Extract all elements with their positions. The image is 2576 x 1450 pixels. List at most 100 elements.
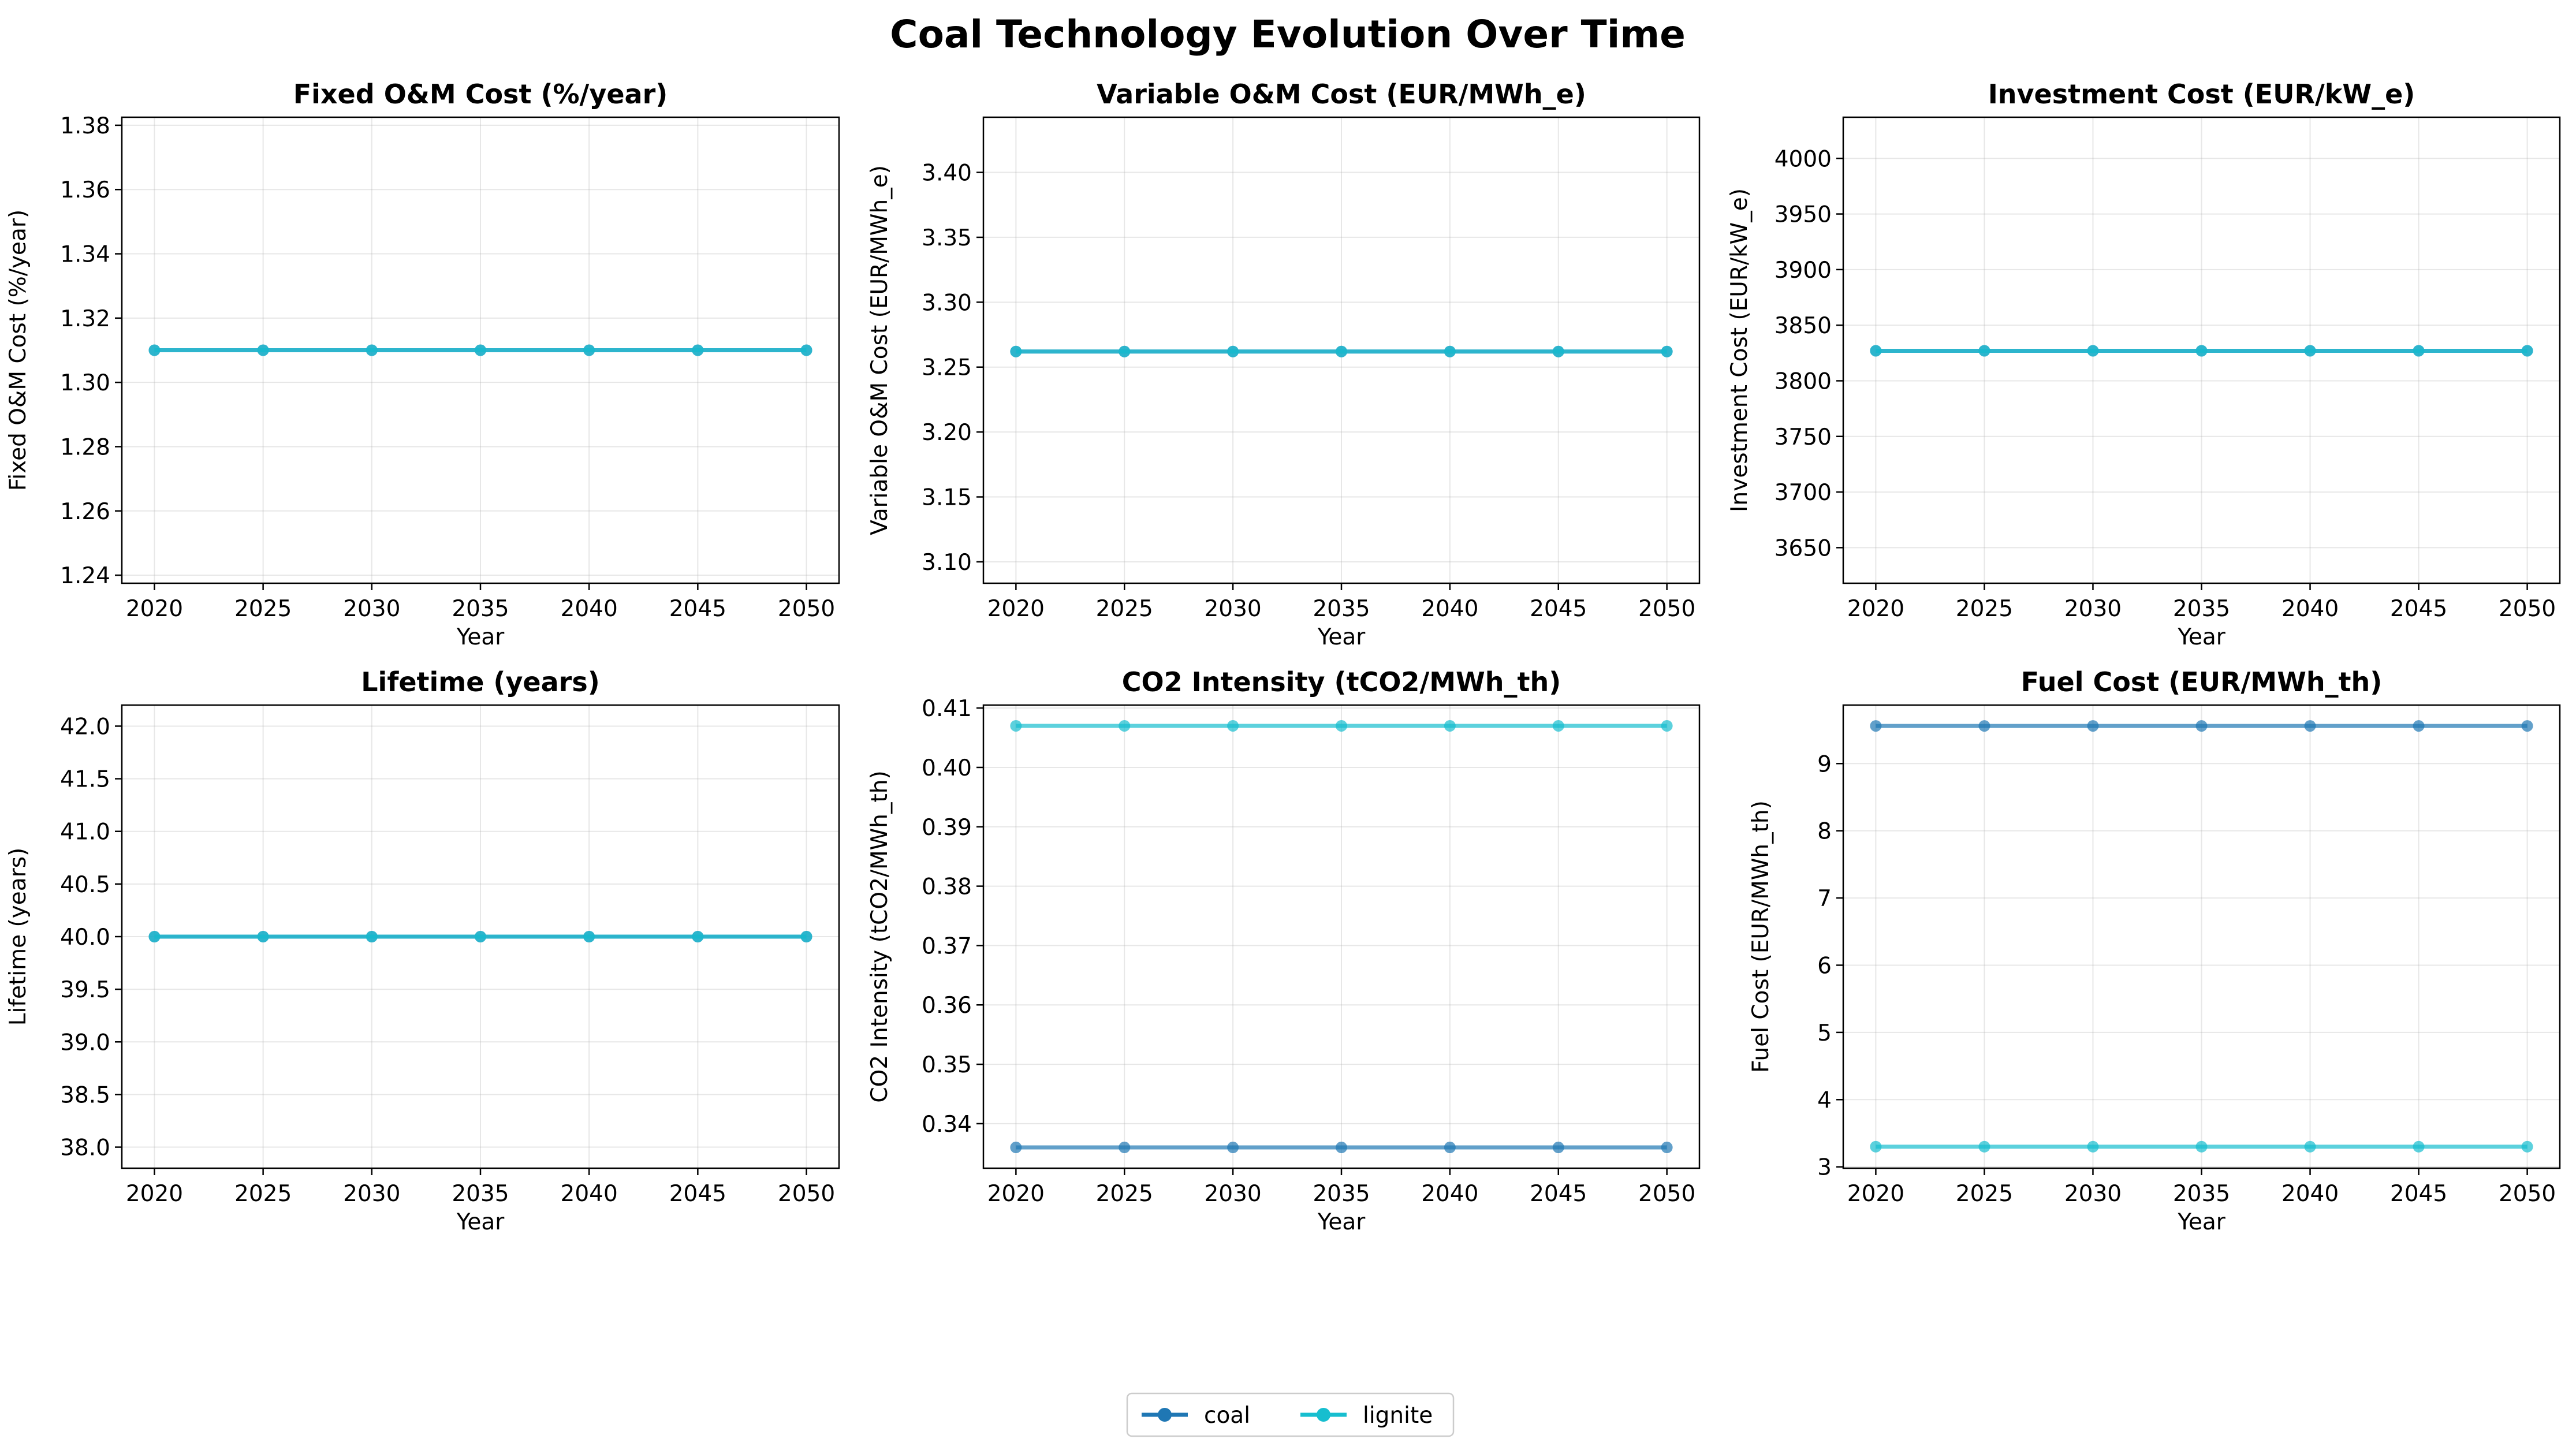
- data-point-lignite: [1870, 1140, 1882, 1153]
- x-tick-label: 2050: [778, 596, 835, 622]
- subplot-3: 2020 2025 2030 2035 2040 2045 2050 3650 3700 3750…: [1727, 79, 2561, 650]
- data-point-lignite: [257, 931, 269, 942]
- data-point-lignite: [257, 344, 269, 356]
- data-point-lignite: [2304, 345, 2316, 357]
- x-tick-label: 2030: [1204, 596, 1261, 622]
- x-tick-label: 2020: [1847, 1181, 1904, 1207]
- y-tick-label: 6: [1817, 953, 1832, 979]
- data-point-lignite: [800, 931, 812, 942]
- x-tick-label: 2020: [1847, 596, 1904, 622]
- data-point-lignite: [2304, 1140, 2316, 1153]
- y-tick-label: 40.5: [60, 872, 110, 898]
- x-tick-label: 2025: [1096, 1181, 1153, 1207]
- y-tick-label: 3.30: [922, 290, 972, 316]
- x-tick-label: 2025: [1956, 1181, 2013, 1207]
- subplot-2: 2020 2025 2030 2035 2040 2045 2050 3.10 3.15 3.20…: [867, 79, 1701, 650]
- x-tick-label: 2050: [1638, 1181, 1695, 1207]
- data-point-lignite: [800, 344, 812, 356]
- data-point-lignite: [366, 931, 378, 942]
- x-tick-label: 2050: [1638, 596, 1695, 622]
- y-tick-label: 0.36: [922, 993, 972, 1019]
- data-point-lignite: [2413, 345, 2425, 357]
- y-tick-label: 3.10: [922, 550, 972, 576]
- subplot-title: Fixed O&M Cost (%/year): [293, 79, 668, 110]
- data-point-coal: [1336, 1142, 1347, 1154]
- data-point-lignite: [1978, 1140, 1990, 1153]
- subplot-4: 2020 2025 2030 2035 2040 2045 2050 38.0 38.5 39.0…: [5, 666, 840, 1235]
- x-tick-label: 2035: [452, 1181, 509, 1207]
- data-point-coal: [1119, 1142, 1131, 1154]
- data-point-lignite: [2521, 345, 2533, 357]
- data-point-lignite: [1119, 345, 1131, 357]
- y-tick-label: 1.32: [60, 306, 110, 332]
- y-tick-label: 3900: [1775, 258, 1832, 284]
- data-point-lignite: [1661, 720, 1673, 732]
- y-tick-label: 1.30: [60, 370, 110, 396]
- x-tick-label: 2040: [2282, 596, 2339, 622]
- x-tick-label: 2045: [2390, 596, 2447, 622]
- subplot-title: Variable O&M Cost (EUR/MWh_e): [1097, 79, 1586, 110]
- y-tick-label: 0.37: [922, 933, 972, 959]
- y-tick-label: 3650: [1775, 535, 1832, 561]
- legend-marker: [1158, 1408, 1172, 1422]
- data-point-lignite: [2195, 1140, 2208, 1153]
- data-point-coal: [1227, 1142, 1239, 1154]
- data-point-coal: [1010, 1142, 1022, 1154]
- data-point-lignite: [1010, 720, 1022, 732]
- legend-marker: [1317, 1408, 1330, 1422]
- data-point-lignite: [2087, 345, 2099, 357]
- x-tick-label: 2045: [1530, 596, 1587, 622]
- y-axis-label: Fuel Cost (EUR/MWh_th): [1748, 800, 1774, 1073]
- y-tick-label: 1.38: [60, 113, 110, 139]
- data-point-lignite: [366, 344, 378, 356]
- y-tick-label: 3.25: [922, 355, 972, 381]
- data-point-lignite: [1119, 720, 1131, 732]
- data-point-lignite: [2413, 1140, 2425, 1153]
- data-point-lignite: [692, 344, 704, 356]
- x-tick-label: 2045: [669, 1181, 726, 1207]
- data-point-lignite: [148, 931, 161, 942]
- x-tick-label: 2035: [1313, 1181, 1370, 1207]
- data-point-lignite: [583, 931, 595, 942]
- data-point-lignite: [2521, 1140, 2533, 1153]
- data-point-lignite: [475, 344, 486, 356]
- subplot-title: Investment Cost (EUR/kW_e): [1988, 79, 2415, 110]
- data-point-coal: [2195, 720, 2208, 732]
- x-axis-label: Year: [2177, 1209, 2226, 1235]
- y-tick-label: 4000: [1775, 146, 1832, 172]
- y-tick-label: 3800: [1775, 368, 1832, 394]
- y-axis-label: Lifetime (years): [5, 848, 31, 1026]
- x-tick-label: 2045: [669, 596, 726, 622]
- y-tick-label: 0.38: [922, 874, 972, 900]
- x-tick-label: 2035: [452, 596, 509, 622]
- x-tick-label: 2020: [126, 596, 183, 622]
- subplot-title: Fuel Cost (EUR/MWh_th): [2021, 666, 2383, 698]
- y-tick-label: 3.40: [922, 161, 972, 187]
- y-tick-label: 1.24: [60, 563, 110, 589]
- subplot-1: 2020 2025 2030 2035 2040 2045 2050 1.24 1.26 1.28…: [5, 79, 840, 650]
- data-point-coal: [2304, 720, 2316, 732]
- y-tick-label: 41.5: [60, 767, 110, 793]
- x-tick-label: 2025: [1956, 596, 2013, 622]
- data-point-coal: [1870, 720, 1882, 732]
- data-point-coal: [2413, 720, 2425, 732]
- x-tick-label: 2045: [1530, 1181, 1587, 1207]
- figure-title: Coal Technology Evolution Over Time: [890, 12, 1686, 57]
- x-tick-label: 2050: [2499, 596, 2556, 622]
- x-tick-label: 2025: [234, 596, 292, 622]
- y-tick-label: 0.34: [922, 1112, 972, 1138]
- y-axis-label: Variable O&M Cost (EUR/MWh_e): [867, 165, 893, 535]
- data-point-lignite: [1444, 720, 1456, 732]
- x-tick-label: 2040: [1421, 596, 1478, 622]
- data-point-lignite: [475, 931, 486, 942]
- y-tick-label: 0.39: [922, 815, 972, 841]
- y-tick-label: 38.0: [60, 1135, 110, 1161]
- data-point-coal: [2521, 720, 2533, 732]
- data-point-coal: [1444, 1142, 1456, 1154]
- subplot-5: 2020 2025 2030 2035 2040 2045 2050 0.34 0.35 0.36…: [867, 666, 1701, 1235]
- legend: coal lignite: [1126, 1392, 1455, 1437]
- y-tick-label: 5: [1817, 1020, 1832, 1046]
- legend-label: lignite: [1363, 1403, 1433, 1429]
- y-tick-label: 39.5: [60, 977, 110, 1003]
